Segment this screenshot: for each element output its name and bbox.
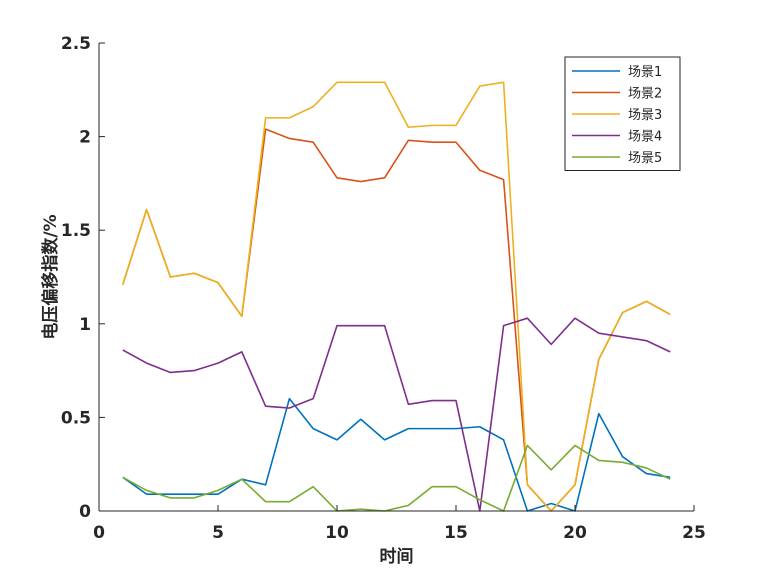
legend-label-3: 场景3: [628, 108, 662, 123]
y-tick-label: 1.5: [61, 221, 91, 241]
x-tick-label: 15: [444, 523, 468, 543]
series-layer: [122, 81, 671, 512]
x-tick-label: 10: [325, 523, 349, 543]
x-tick-label: 20: [563, 523, 587, 543]
x-tick-label: 5: [212, 523, 224, 543]
y-tick-label: 2.5: [61, 34, 91, 54]
series-line-3: [122, 81, 671, 512]
y-axis-title: 电压偏移指数/%: [40, 214, 61, 339]
legend-label-5: 场景5: [628, 151, 662, 166]
axes-layer: 0 5 10 15 20 25 0 0.5 1 1.5 2 2.5: [61, 34, 706, 543]
y-tick-label: 1: [79, 315, 91, 335]
legend: 场景1 场景2 场景3 场景4 场景5: [564, 56, 681, 171]
x-tick-label: 0: [93, 523, 105, 543]
legend-box: [564, 56, 681, 171]
x-tick-label: 25: [682, 523, 706, 543]
series-line-1: [122, 397, 671, 512]
series-line-4: [122, 317, 671, 512]
x-axis-title: 时间: [380, 546, 414, 567]
y-tick-label: 2: [79, 128, 91, 148]
y-tick-label: 0.5: [61, 408, 91, 428]
legend-label-4: 场景4: [628, 130, 662, 145]
legend-label-2: 场景2: [628, 87, 662, 102]
series-line-5: [122, 444, 671, 512]
y-tick-label: 0: [79, 502, 91, 522]
legend-label-1: 场景1: [628, 65, 662, 80]
